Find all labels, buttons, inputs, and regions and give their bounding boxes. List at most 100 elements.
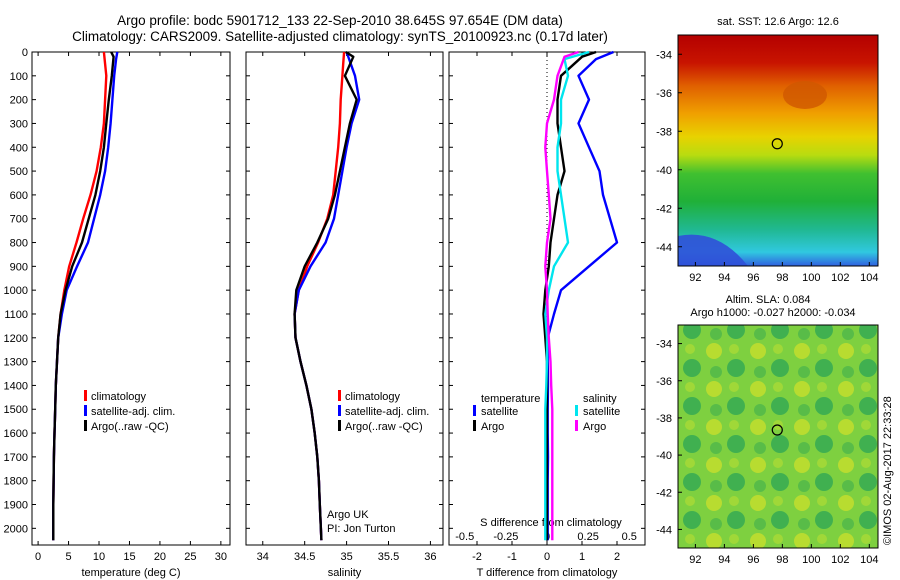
- depth-tick-label: 1300: [4, 357, 28, 369]
- legend-swatch: [575, 420, 578, 431]
- x-tick-label: 35: [340, 551, 352, 563]
- legend-swatch: [338, 390, 341, 401]
- profile-panel-2: 34 34.5 35 35.5 36 salinity climatology satelli…: [245, 50, 444, 579]
- map-x-tick-label: 92: [689, 554, 701, 566]
- map-x-tick-label: 102: [831, 554, 849, 566]
- figure-title-line2: Climatology: CARS2009. Satellite-adjuste…: [72, 29, 608, 44]
- series-line-climatology: [293, 51, 346, 541]
- map-y-tick-label: -34: [656, 49, 672, 61]
- series-line-argo-raw-qc-: [293, 50, 358, 541]
- series-line-salinity-satellite: [544, 50, 590, 541]
- map-y-tick-label: -42: [656, 487, 672, 499]
- depth-tick-label: 500: [10, 166, 28, 178]
- depth-tick-label: 0: [22, 47, 28, 59]
- x-tick-label: -2: [472, 551, 482, 563]
- x-tick-label: 0: [544, 551, 550, 563]
- map-x-tick-label: 98: [776, 554, 788, 566]
- map-panel-2: 92 94 96 98 100 102 104 -34 -36 -38 -40 -42 -44 Altim…: [656, 294, 879, 566]
- panel-frame: [31, 51, 231, 546]
- map-frame: [677, 324, 879, 549]
- depth-tick-label: 100: [10, 71, 28, 83]
- x-tick-label: 1: [579, 551, 585, 563]
- x-axis-label: T difference from climatology: [477, 567, 618, 579]
- depth-tick-label: 1400: [4, 380, 28, 392]
- series-line-argo-raw-qc-: [52, 51, 115, 541]
- top-tick-label: -0.5: [455, 531, 474, 543]
- legend-swatch: [338, 420, 341, 431]
- map-y-tick-label: -36: [656, 376, 672, 388]
- depth-tick-label: 2000: [4, 523, 28, 535]
- map-y-tick-label: -38: [656, 413, 672, 425]
- legend-label: Argo(..raw -QC): [91, 421, 169, 433]
- x-tick-label: -1: [507, 551, 517, 563]
- map-cold-patch: [678, 234, 748, 266]
- depth-tick-label: 700: [10, 214, 28, 226]
- x-tick-label: 34.5: [294, 551, 315, 563]
- map-y-tick-label: -42: [656, 203, 672, 215]
- map-x-tick-label: 96: [747, 272, 759, 284]
- series-line-climatology: [52, 51, 108, 541]
- map-y-tick-label: -44: [656, 524, 672, 536]
- map-title-line1: Altim. SLA: 0.084: [726, 294, 811, 306]
- legend-group-title: temperature: [481, 393, 540, 405]
- depth-tick-label: 800: [10, 238, 28, 250]
- depth-tick-label: 1900: [4, 500, 28, 512]
- map-x-tick-label: 94: [718, 554, 730, 566]
- depth-tick-label: 1100: [4, 309, 28, 321]
- x-tick-label: 35.5: [378, 551, 399, 563]
- map-title-line2: Argo h1000: -0.027 h2000: -0.034: [690, 307, 855, 319]
- map-field: [678, 35, 878, 266]
- depth-tick-label: 1600: [4, 428, 28, 440]
- legend-group-title: salinity: [583, 393, 617, 405]
- legend-label: climatology: [345, 391, 401, 403]
- map-x-tick-label: 104: [860, 554, 878, 566]
- legend-label: Argo(..raw -QC): [345, 421, 423, 433]
- depth-tick-label: 600: [10, 190, 28, 202]
- panel-frame: [245, 51, 444, 546]
- depth-tick-label: 1000: [4, 285, 28, 297]
- map-y-tick-label: -40: [656, 165, 672, 177]
- x-tick-label: 34: [257, 551, 269, 563]
- depth-tick-label: 900: [10, 261, 28, 273]
- legend-label: Argo: [583, 421, 606, 433]
- figure-title-line1: Argo profile: bodc 5901712_133 22-Sep-20…: [117, 13, 563, 28]
- map-x-tick-label: 100: [802, 554, 820, 566]
- series-line-salinity-argo: [544, 50, 579, 541]
- legend-swatch: [473, 405, 476, 416]
- x-tick-label: 5: [65, 551, 71, 563]
- x-tick-label: 25: [184, 551, 196, 563]
- map-y-tick-label: -40: [656, 450, 672, 462]
- legend-swatch: [84, 405, 87, 416]
- map-y-tick-label: -34: [656, 339, 672, 351]
- map-field: [678, 325, 878, 548]
- x-tick-label: 30: [215, 551, 227, 563]
- float-position-marker: [771, 138, 783, 150]
- annotation-line1: Argo UK: [327, 509, 369, 521]
- x-tick-label: 15: [123, 551, 135, 563]
- map-x-tick-label: 92: [689, 272, 701, 284]
- map-y-tick-label: -38: [656, 126, 672, 138]
- x-tick-label: 36: [424, 551, 436, 563]
- legend-label: satellite-adj. clim.: [91, 406, 175, 418]
- legend-label: satellite-adj. clim.: [345, 406, 429, 418]
- map-warm-patch: [783, 81, 827, 109]
- depth-tick-label: 1200: [4, 333, 28, 345]
- legend-swatch: [473, 420, 476, 431]
- map-frame: [677, 34, 879, 267]
- map-x-tick-label: 102: [831, 272, 849, 284]
- depth-tick-label: 1800: [4, 476, 28, 488]
- legend-swatch: [84, 390, 87, 401]
- depth-tick-label: 400: [10, 142, 28, 154]
- annotation-line2: PI: Jon Turton: [327, 523, 395, 535]
- x-axis-label: temperature (deg C): [81, 567, 180, 579]
- map-x-tick-label: 94: [718, 272, 730, 284]
- map-y-tick-label: -44: [656, 242, 672, 254]
- x-axis-label: salinity: [328, 567, 362, 579]
- legend-swatch: [84, 420, 87, 431]
- legend-swatch: [575, 405, 578, 416]
- x-tick-label: 20: [154, 551, 166, 563]
- map-y-tick-label: -36: [656, 88, 672, 100]
- profile-panel-1: 0100200300400500600700800900100011001200…: [4, 47, 231, 579]
- x-tick-label: 10: [93, 551, 105, 563]
